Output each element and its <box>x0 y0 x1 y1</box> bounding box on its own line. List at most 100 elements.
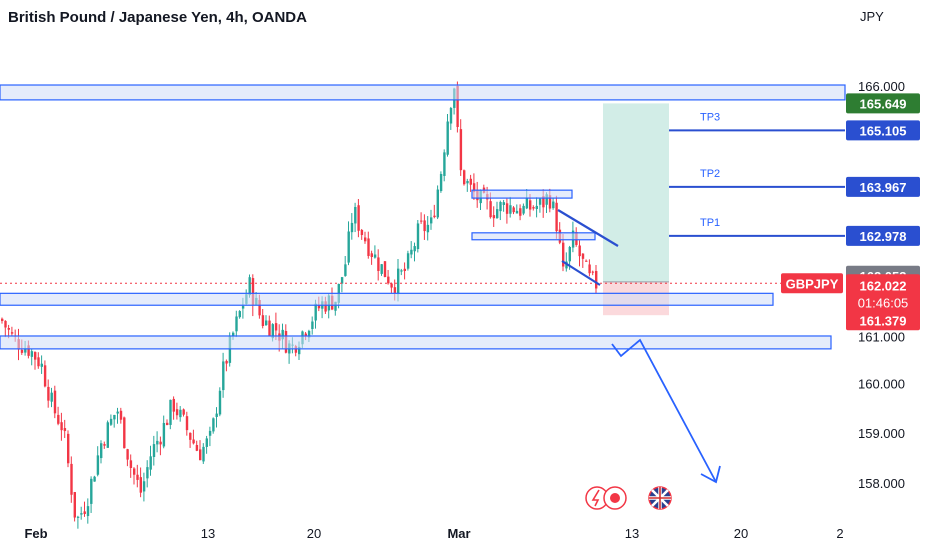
candle <box>4 320 7 338</box>
candle <box>133 467 136 485</box>
candle-body <box>199 449 202 461</box>
candle <box>387 269 390 285</box>
candle <box>430 209 433 230</box>
badge-tp3-bg <box>846 120 920 141</box>
candle-body <box>67 433 70 464</box>
candle <box>208 426 212 447</box>
candle <box>413 242 416 262</box>
candle-body <box>525 198 529 209</box>
candle <box>30 349 34 366</box>
badge-tp1-text: 162.978 <box>860 229 907 244</box>
candle-body <box>86 506 90 517</box>
candle <box>80 506 83 520</box>
candle-body <box>522 205 525 214</box>
candle-body <box>443 152 446 176</box>
candle-body <box>251 278 255 306</box>
candle-body <box>149 456 152 470</box>
candle <box>354 202 357 233</box>
badge-tp3: 165.105 <box>846 120 920 141</box>
candle <box>585 259 588 262</box>
candle <box>238 310 241 319</box>
candle <box>129 454 133 478</box>
candle-body <box>126 449 129 460</box>
candle-body <box>106 422 109 448</box>
candle-body <box>218 390 222 415</box>
candle-body <box>552 201 555 209</box>
candle-body <box>202 446 205 462</box>
candle <box>175 402 179 420</box>
candle <box>34 351 37 370</box>
candle-body <box>532 207 535 209</box>
candle-body <box>499 202 502 212</box>
candle-body <box>307 330 311 338</box>
candle-body <box>472 183 476 193</box>
badge-symbol-bg <box>781 273 843 294</box>
target-label: TP1 <box>700 217 720 229</box>
candle-body <box>364 237 367 242</box>
candle <box>179 406 182 422</box>
candle-body <box>311 321 314 330</box>
candle <box>60 412 63 441</box>
candle-body <box>314 303 317 321</box>
candle <box>185 411 189 436</box>
candle-body <box>397 268 400 295</box>
candle-body <box>271 324 274 339</box>
candle-body <box>166 422 169 426</box>
candle-body <box>595 270 598 289</box>
candle <box>426 216 430 241</box>
candle <box>146 460 149 488</box>
x-tick-label: Mar <box>447 526 470 541</box>
candle <box>202 443 205 464</box>
candle-body <box>43 365 47 387</box>
candle-body <box>367 238 370 256</box>
candle-body <box>241 306 245 309</box>
candle-body <box>113 414 116 420</box>
x-tick-label: 13 <box>625 526 639 541</box>
candle-body <box>83 511 86 514</box>
candle-body <box>568 247 571 262</box>
candle-body <box>103 444 106 446</box>
candle-body <box>133 468 136 475</box>
candle-body <box>169 399 172 425</box>
candle-body <box>439 173 443 192</box>
candle-body <box>24 348 27 353</box>
candle <box>70 456 73 503</box>
candle <box>47 379 50 408</box>
candle-body <box>456 85 459 128</box>
candle <box>119 407 123 424</box>
candle-body <box>53 390 57 414</box>
candle <box>416 220 420 253</box>
candle-body <box>370 253 373 257</box>
candle <box>360 228 364 240</box>
currency-label: JPY <box>860 9 884 24</box>
candle-body <box>172 398 175 412</box>
candle-body <box>317 305 321 309</box>
candle-body <box>555 202 558 232</box>
resistance-zone-top <box>0 84 846 101</box>
uk-flag-icon-cross-red <box>649 487 671 509</box>
candle-body <box>588 264 591 274</box>
candle <box>212 417 215 434</box>
candle <box>552 198 555 210</box>
candle <box>162 415 166 449</box>
candle <box>469 174 472 192</box>
badge-tp3-text: 165.105 <box>860 123 907 138</box>
candle <box>10 326 14 337</box>
candle-body <box>390 283 393 288</box>
candle-body <box>205 438 208 447</box>
candle <box>347 221 350 266</box>
candle-body <box>238 311 241 318</box>
candle <box>156 431 159 453</box>
badge-last-price-text: 162.022 <box>860 278 907 293</box>
candle <box>86 498 90 524</box>
candle-body <box>123 417 126 449</box>
y-tick-label: 158.000 <box>858 476 905 491</box>
candle <box>344 256 347 277</box>
candle-body <box>377 257 380 271</box>
candle <box>1 317 4 324</box>
uk-flag-icon <box>648 486 672 510</box>
candle <box>515 204 519 214</box>
candle <box>390 282 393 293</box>
